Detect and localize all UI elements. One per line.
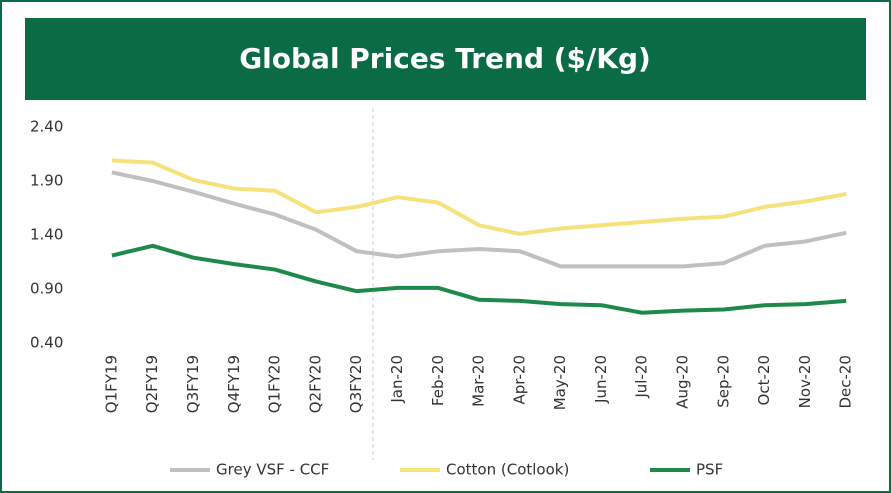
x-tick-label: May-20 — [551, 355, 569, 410]
legend-label: PSF — [696, 461, 723, 479]
line-series — [111, 170, 847, 269]
chart-title: Global Prices Trend ($/Kg) — [239, 42, 651, 75]
x-tick-label: Q2FY20 — [306, 355, 324, 413]
title-banner — [25, 18, 866, 100]
x-tick-label: Jul-20 — [633, 355, 651, 399]
x-tick-label: Nov-20 — [796, 355, 814, 408]
legend-label: Grey VSF - CCF — [216, 461, 329, 479]
x-tick-label: Apr-20 — [510, 355, 528, 405]
x-tick-label: Aug-20 — [674, 355, 692, 409]
x-tick-label: Feb-20 — [429, 355, 447, 406]
x-tick-label: Q3FY19 — [184, 355, 202, 413]
x-tick-label: Mar-20 — [470, 355, 488, 407]
x-tick-label: Oct-20 — [755, 355, 773, 405]
x-tick-label: Q1FY19 — [102, 355, 120, 413]
line-series — [111, 243, 847, 315]
x-tick-label: Q4FY19 — [225, 355, 243, 413]
y-tick-label: 0.90 — [30, 280, 63, 298]
y-tick-label: 1.40 — [30, 226, 63, 244]
line-series — [111, 158, 847, 236]
x-tick-label: Q2FY19 — [143, 355, 161, 413]
x-tick-label: Dec-20 — [837, 355, 855, 409]
x-tick-label: Q3FY20 — [347, 355, 365, 413]
x-tick-label: Q1FY20 — [266, 355, 284, 413]
x-tick-label: Jan-20 — [388, 355, 406, 404]
y-tick-label: 2.40 — [30, 118, 63, 136]
x-tick-label: Sep-20 — [714, 355, 732, 408]
y-tick-label: 1.90 — [30, 172, 63, 190]
legend-label: Cotton (Cotlook) — [446, 461, 569, 479]
x-tick-label: Jun-20 — [592, 355, 610, 404]
y-tick-label: 0.40 — [30, 334, 63, 352]
